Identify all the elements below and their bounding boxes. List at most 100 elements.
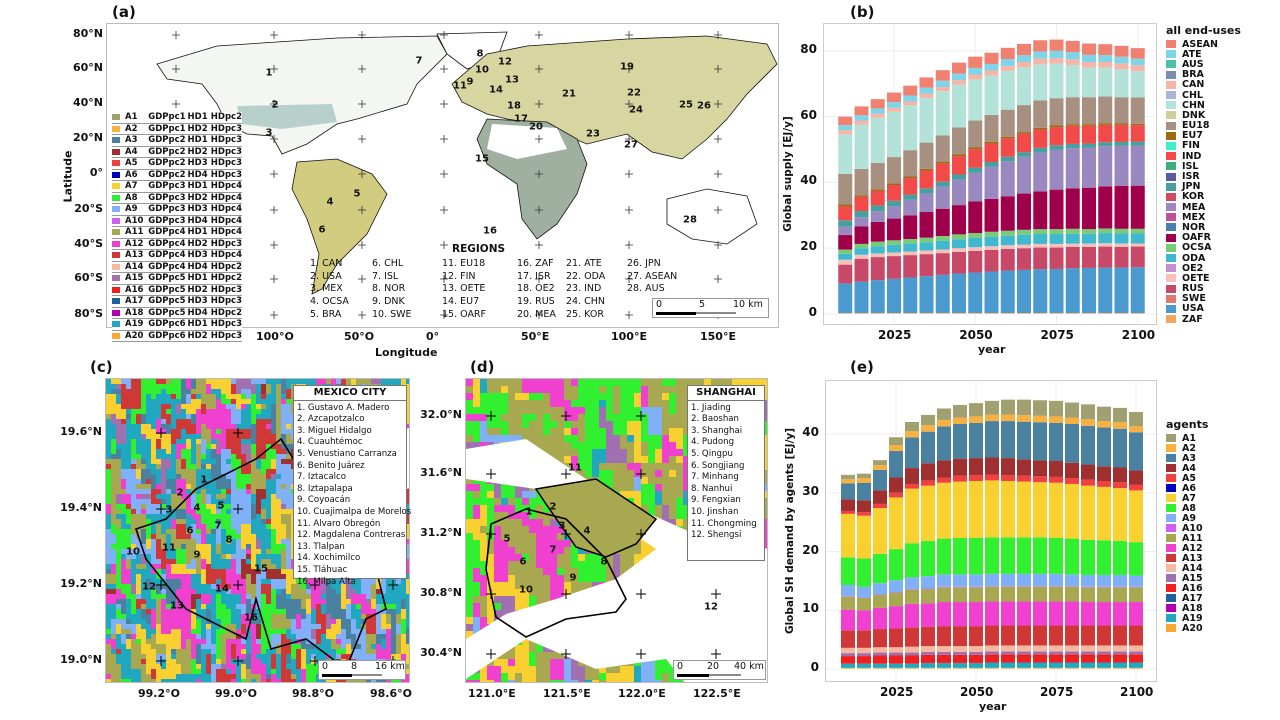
land-cell xyxy=(281,569,286,574)
land-cell xyxy=(276,434,281,439)
lat-tick-label: 20°S xyxy=(74,202,103,215)
agent-legend-row: A17 GDPpc5 HD3 HDpc3 xyxy=(112,296,242,308)
land-cell xyxy=(226,534,231,539)
land-cell xyxy=(226,494,231,499)
land-cell xyxy=(136,539,141,544)
land-cell xyxy=(191,464,196,469)
land-cell xyxy=(487,428,494,435)
land-cell xyxy=(401,619,406,624)
land-cell xyxy=(211,414,216,419)
land-cell xyxy=(106,419,111,424)
land-cell xyxy=(473,386,480,393)
land-cell xyxy=(767,379,768,386)
land-cell xyxy=(161,489,166,494)
land-cell xyxy=(186,609,191,614)
land-cell xyxy=(321,579,326,584)
land-cell xyxy=(211,679,216,682)
land-cell xyxy=(211,569,216,574)
land-cell xyxy=(116,609,121,614)
lat-tick-label: 80°S xyxy=(74,307,103,320)
land-cell xyxy=(206,604,211,609)
land-cell xyxy=(236,384,241,389)
land-cell xyxy=(401,614,406,619)
land-cell xyxy=(286,554,291,559)
land-cell xyxy=(767,463,768,470)
land-cell xyxy=(211,384,216,389)
land-cell xyxy=(301,629,306,634)
land-cell xyxy=(266,559,271,564)
land-cell xyxy=(311,679,316,682)
land-cell xyxy=(351,634,356,639)
land-cell xyxy=(151,434,156,439)
land-cell xyxy=(246,574,251,579)
land-cell xyxy=(256,514,261,519)
land-cell xyxy=(251,569,256,574)
land-cell xyxy=(371,624,376,629)
land-cell xyxy=(221,519,226,524)
land-cell xyxy=(236,674,241,679)
land-cell xyxy=(216,494,221,499)
land-cell xyxy=(196,529,201,534)
land-cell xyxy=(585,379,592,386)
land-cell xyxy=(146,609,151,614)
land-cell xyxy=(271,649,276,654)
land-cell xyxy=(146,379,151,384)
land-cell xyxy=(206,509,211,514)
land-cell xyxy=(116,434,121,439)
land-cell xyxy=(181,429,186,434)
land-cell xyxy=(151,524,156,529)
land-cell xyxy=(126,379,131,384)
land-cell xyxy=(146,474,151,479)
land-cell xyxy=(767,393,768,400)
land-cell xyxy=(366,619,371,624)
land-cell xyxy=(361,609,366,614)
land-cell xyxy=(613,470,620,477)
land-cell xyxy=(186,564,191,569)
land-cell xyxy=(356,624,361,629)
land-cell xyxy=(473,484,480,491)
land-cell xyxy=(366,639,371,644)
land-cell xyxy=(126,429,131,434)
land-cell xyxy=(592,386,599,393)
land-cell xyxy=(216,669,221,674)
land-cell xyxy=(246,654,251,659)
land-cell xyxy=(216,519,221,524)
land-cell xyxy=(508,491,515,498)
land-cell xyxy=(126,679,131,682)
land-cell xyxy=(543,435,550,442)
land-cell xyxy=(236,529,241,534)
land-cell xyxy=(231,674,236,679)
agent-hdpc: HDpc3 xyxy=(210,319,242,330)
land-cell xyxy=(585,435,592,442)
land-cell xyxy=(231,654,236,659)
land-cell xyxy=(186,404,191,409)
legend-swatch xyxy=(112,217,120,224)
land-cell xyxy=(236,594,241,599)
land-cell xyxy=(116,539,121,544)
land-cell xyxy=(276,659,281,664)
land-cell xyxy=(111,649,116,654)
land-cell xyxy=(296,679,301,682)
land-cell xyxy=(116,414,121,419)
land-cell xyxy=(480,428,487,435)
land-cell xyxy=(494,526,501,533)
land-cell xyxy=(641,456,648,463)
land-cell xyxy=(226,554,231,559)
land-cell xyxy=(186,464,191,469)
lat-tick-label: 19.2°N xyxy=(60,577,102,590)
land-cell xyxy=(261,634,266,639)
land-cell xyxy=(151,414,156,419)
land-cell xyxy=(201,474,206,479)
land-cell xyxy=(529,393,536,400)
land-cell xyxy=(256,444,261,449)
land-cell xyxy=(261,459,266,464)
land-cell xyxy=(571,407,578,414)
land-cell xyxy=(341,639,346,644)
land-cell xyxy=(613,449,620,456)
legend-swatch xyxy=(112,275,120,282)
land-cell xyxy=(166,519,171,524)
land-cell xyxy=(276,444,281,449)
legend-swatch xyxy=(112,240,120,247)
land-cell xyxy=(116,419,121,424)
land-cell xyxy=(106,629,111,634)
